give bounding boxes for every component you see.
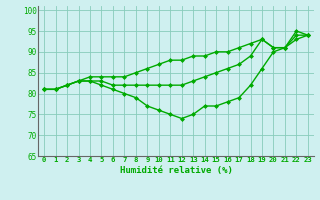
X-axis label: Humidité relative (%): Humidité relative (%) (120, 166, 232, 175)
